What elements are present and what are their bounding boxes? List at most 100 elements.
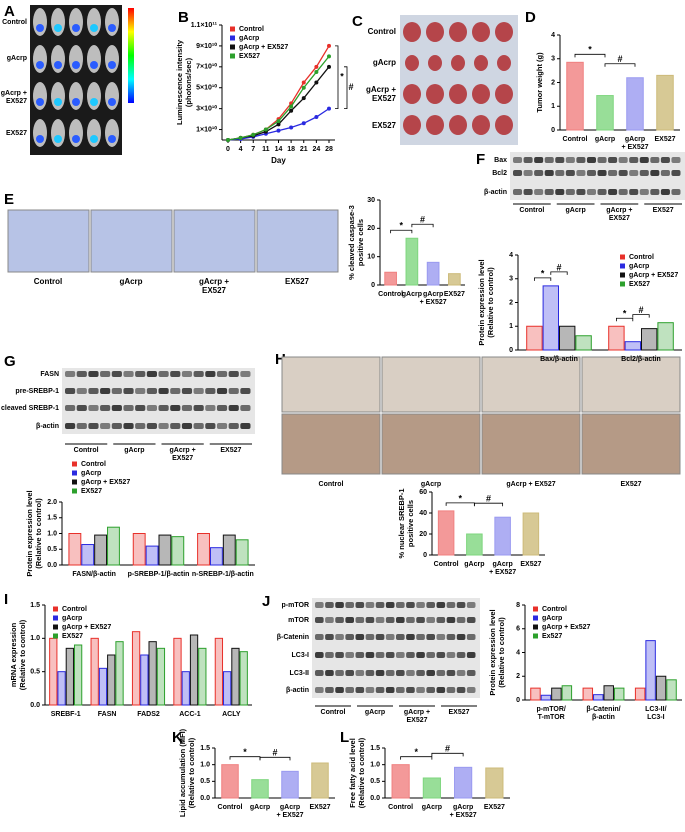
bar — [115, 641, 124, 706]
bar — [448, 273, 461, 286]
blot-band — [181, 371, 193, 377]
legend-marker — [620, 263, 625, 269]
blot-band — [446, 602, 456, 608]
y-tick-label: 0 — [516, 697, 520, 704]
y-axis-label: (Relative to control) — [18, 619, 27, 690]
y-axis-label: (Relative to control) — [187, 737, 196, 808]
legend-label: Control — [239, 26, 264, 33]
legend-label: gAcrp — [239, 35, 259, 42]
x-tick-label: gAcrp — [280, 804, 300, 811]
x-tick-label: Control — [434, 561, 459, 568]
x-tick-label: 21 — [300, 146, 308, 153]
blot-band — [671, 157, 681, 163]
legend-marker — [620, 254, 625, 260]
legend-label: EX527 — [81, 488, 102, 495]
blot-band — [446, 687, 456, 693]
significance-mark: * — [623, 309, 627, 319]
blot-band — [170, 405, 181, 411]
bar — [231, 647, 240, 706]
blot-band — [123, 371, 134, 377]
histology-image — [581, 356, 681, 413]
point — [263, 127, 268, 132]
significance-mark: # — [272, 748, 277, 758]
bar — [221, 764, 239, 799]
blot-band — [170, 371, 181, 377]
x-tick-label: EX527 — [654, 136, 675, 143]
tumor — [449, 22, 467, 42]
y-tick-label: 10 — [367, 254, 375, 261]
blot-band — [355, 634, 365, 640]
bar — [666, 679, 677, 701]
blot-band — [466, 652, 476, 658]
x-axis-label: Day — [271, 156, 286, 165]
y-tick-label: 20 — [419, 531, 427, 538]
panel-letter: H — [275, 351, 286, 368]
y-tick-label: 9×10¹⁰ — [196, 42, 217, 50]
blot-band — [576, 170, 586, 176]
bar — [624, 341, 641, 351]
blot-band — [76, 423, 87, 429]
legend-label: EX527 — [629, 281, 650, 288]
blot-band — [123, 388, 134, 394]
legend-label: gAcrp + EX527 — [239, 44, 288, 51]
bar — [645, 640, 656, 701]
significance-mark: * — [414, 747, 418, 757]
x-tick-label: Control — [388, 804, 413, 811]
significance-bracket — [616, 317, 634, 322]
tumor — [449, 115, 467, 135]
x-tick-label: β-actin — [592, 714, 615, 721]
band-label: FASN — [40, 371, 59, 378]
group-label: gAcrp — [566, 207, 586, 214]
blot-band — [335, 652, 344, 658]
blot-band — [365, 634, 375, 640]
blot-band — [385, 617, 395, 623]
blot-band — [544, 157, 554, 163]
significance-bracket — [473, 502, 504, 507]
blot-band — [325, 670, 334, 676]
blot-band — [523, 157, 533, 163]
tumor — [451, 55, 465, 71]
blot-band — [456, 634, 466, 640]
blot-band — [555, 189, 565, 195]
tumor — [449, 84, 467, 104]
blot-band — [355, 602, 365, 608]
blot-band — [618, 157, 628, 163]
bar — [551, 687, 562, 701]
blot-band — [618, 189, 628, 195]
signal — [54, 24, 62, 32]
blot-band — [565, 189, 575, 195]
blot-band — [315, 634, 324, 640]
blot-band — [650, 189, 660, 195]
blot-band — [315, 670, 324, 676]
y-tick-label: 0.5 — [200, 778, 210, 785]
bar — [145, 545, 159, 566]
legend-label: Ex527 — [542, 633, 562, 640]
significance-mark: # — [420, 215, 425, 225]
blot-band — [375, 602, 385, 608]
y-axis-label: (Relative to control) — [357, 737, 366, 808]
blot-band — [365, 670, 375, 676]
y-axis-label: Protein expression level — [25, 490, 34, 576]
y-axis-label: (photons/sec) — [184, 57, 193, 107]
y-tick-label: 1.5 — [370, 745, 380, 752]
x-tick-label: 14 — [275, 146, 283, 153]
blot-band — [375, 670, 385, 676]
bar — [437, 510, 455, 556]
group-label: EX527 — [220, 447, 241, 454]
significance-mark: # — [486, 494, 491, 504]
panel-letter: C — [352, 13, 363, 30]
x-tick-label: gAcrp — [464, 561, 484, 568]
blot-band — [586, 157, 596, 163]
y-tick-label: 30 — [367, 197, 375, 204]
y-tick-label: 0 — [423, 552, 427, 559]
blot-band — [650, 157, 660, 163]
legend-marker — [533, 606, 538, 612]
blot-band — [555, 170, 565, 176]
blot-band — [205, 405, 216, 411]
bar — [454, 766, 473, 799]
bar — [657, 322, 674, 351]
blot-band — [416, 602, 425, 608]
point — [289, 125, 294, 130]
bar — [98, 667, 108, 706]
